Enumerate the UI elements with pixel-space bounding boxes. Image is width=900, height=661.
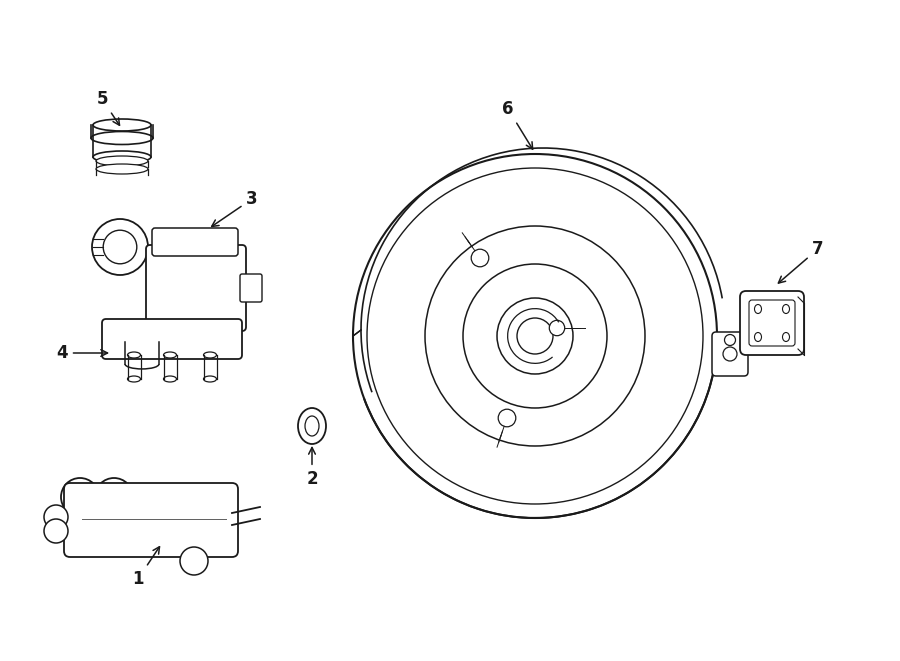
Ellipse shape: [754, 305, 761, 313]
Text: 2: 2: [306, 447, 318, 488]
FancyBboxPatch shape: [64, 483, 238, 557]
Ellipse shape: [782, 305, 789, 313]
Circle shape: [549, 321, 564, 336]
Text: 4: 4: [56, 344, 107, 362]
Ellipse shape: [91, 132, 153, 145]
Circle shape: [92, 219, 148, 275]
Circle shape: [180, 547, 208, 575]
Ellipse shape: [128, 376, 140, 382]
Circle shape: [61, 478, 99, 516]
Ellipse shape: [133, 339, 151, 345]
Ellipse shape: [96, 164, 148, 174]
Ellipse shape: [93, 119, 151, 131]
FancyBboxPatch shape: [740, 291, 804, 355]
Text: 1: 1: [132, 547, 159, 588]
FancyBboxPatch shape: [152, 228, 238, 256]
Circle shape: [472, 249, 489, 267]
Text: 5: 5: [96, 90, 120, 126]
Ellipse shape: [203, 376, 217, 382]
Ellipse shape: [298, 408, 326, 444]
Circle shape: [499, 409, 516, 427]
FancyBboxPatch shape: [102, 319, 242, 359]
FancyBboxPatch shape: [240, 274, 262, 302]
Ellipse shape: [754, 332, 761, 342]
Ellipse shape: [203, 352, 217, 358]
Ellipse shape: [125, 337, 159, 347]
Text: 6: 6: [502, 100, 533, 149]
Circle shape: [44, 519, 68, 543]
Ellipse shape: [164, 376, 176, 382]
Text: 3: 3: [212, 190, 257, 227]
FancyBboxPatch shape: [712, 332, 748, 376]
Text: 7: 7: [778, 240, 824, 283]
Ellipse shape: [93, 151, 151, 163]
FancyBboxPatch shape: [146, 245, 246, 331]
Ellipse shape: [782, 332, 789, 342]
Ellipse shape: [164, 352, 176, 358]
Circle shape: [44, 505, 68, 529]
Circle shape: [95, 478, 133, 516]
Ellipse shape: [96, 156, 148, 166]
Ellipse shape: [128, 352, 140, 358]
